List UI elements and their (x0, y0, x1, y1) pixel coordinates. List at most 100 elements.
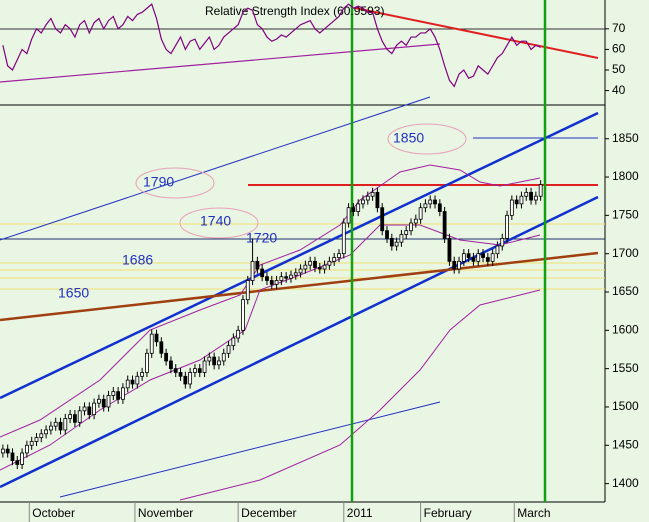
candle-body (394, 241, 399, 247)
y-tick-label: 1750 (612, 208, 639, 222)
candle-body (505, 214, 509, 239)
candle-body (317, 267, 322, 270)
candle-body (481, 253, 485, 258)
channel-line (0, 195, 599, 489)
candle-body (92, 402, 97, 416)
candle-body (457, 260, 461, 270)
trend-line (0, 96, 431, 241)
trend-line (59, 401, 441, 498)
candle-body (48, 425, 53, 431)
candle-body (130, 379, 135, 385)
candle-body (63, 418, 68, 431)
candle-body (44, 429, 48, 435)
candle-body (5, 448, 10, 454)
candle-body (226, 345, 231, 354)
candle-body (341, 222, 346, 255)
candle-body (313, 260, 317, 268)
candle-body (193, 368, 197, 373)
candle-body (461, 253, 466, 262)
y-tick-label: 1550 (612, 361, 639, 375)
candle-body (24, 444, 29, 454)
candle-body (82, 406, 87, 412)
level-label: 1686 (122, 252, 153, 268)
candle-body (202, 360, 207, 373)
candle-body (15, 460, 20, 465)
candle-body (404, 230, 409, 235)
candle-body (279, 276, 284, 281)
candle-body (356, 203, 361, 212)
candle-body (116, 391, 121, 400)
candle-body (538, 184, 543, 197)
level-label: 1720 (246, 230, 277, 246)
candle-body (20, 452, 24, 465)
candle-body (169, 360, 173, 370)
y-tick-label: 1850 (612, 131, 639, 145)
candle-body (135, 375, 140, 385)
candle-body (485, 257, 490, 262)
candle-body (121, 387, 125, 400)
highlight-ellipse (135, 167, 215, 199)
candle-body (255, 260, 260, 270)
candle-body (34, 437, 39, 442)
candle-body (0, 448, 5, 454)
candle-body (178, 372, 183, 377)
candle-body (274, 280, 279, 285)
candle-body (53, 421, 58, 427)
candle-body (293, 272, 298, 276)
candle-body (337, 253, 341, 258)
candle-body (433, 199, 437, 205)
candle-body (260, 268, 265, 278)
candle-body (10, 452, 15, 462)
candle-body (365, 195, 370, 201)
candle-body (39, 433, 44, 439)
level-label: 1740 (200, 213, 231, 229)
candle-body (58, 421, 63, 431)
candle-body (197, 368, 202, 373)
candle-body (101, 398, 106, 408)
candle-body (370, 191, 375, 197)
x-tick-label: 2011 (347, 506, 373, 520)
candle-body (154, 333, 159, 343)
support-line (0, 251, 599, 322)
candle-body (77, 410, 82, 423)
y-tick-label: 1650 (612, 284, 639, 298)
highlight-ellipse (387, 123, 467, 155)
candle-body (327, 260, 332, 266)
candle-body (73, 414, 77, 423)
candle-body (217, 360, 221, 366)
candle-body (361, 199, 365, 205)
candle-body (241, 299, 245, 331)
y-tick-label: 1700 (612, 246, 639, 260)
candle-body (106, 395, 111, 408)
candle-body (245, 280, 250, 301)
candle-body (529, 191, 533, 201)
candle-body (269, 280, 274, 285)
candle-body (212, 356, 217, 366)
y-tick-label: 60 (612, 42, 626, 56)
candle-body (289, 274, 293, 279)
candle-body (303, 264, 308, 270)
candle-body (514, 199, 519, 205)
candle-body (509, 199, 514, 216)
candle-body (351, 207, 356, 212)
candle-body (476, 253, 481, 262)
candle-body (97, 398, 101, 404)
candle-body (442, 211, 447, 239)
y-tick-label: 70 (612, 21, 626, 35)
y-tick-label: 40 (612, 83, 626, 97)
rsi-trend-line (354, 7, 599, 59)
candle-body (322, 264, 327, 270)
candle-body (87, 406, 92, 416)
candle-body (140, 372, 145, 377)
candle-body (173, 368, 178, 373)
candle-body (111, 391, 116, 396)
candle-body (533, 195, 538, 201)
rsi-line (2, 3, 541, 88)
y-tick-label: 1500 (612, 399, 639, 413)
lower-band (179, 289, 541, 501)
candle-body (495, 245, 500, 255)
candle-body (231, 337, 236, 347)
candle-body (125, 379, 130, 389)
level-label: 1650 (58, 285, 89, 301)
